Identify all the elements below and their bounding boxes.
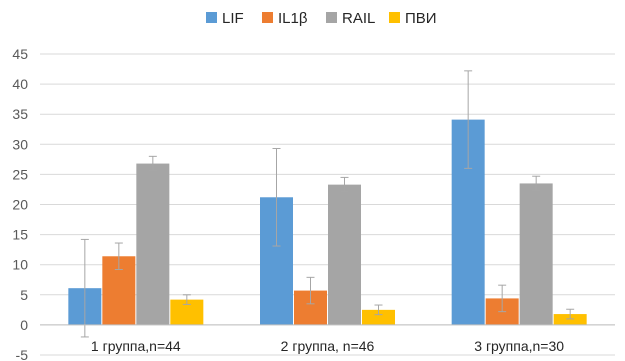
error-bar bbox=[148, 155, 157, 172]
bar-rail-3 bbox=[519, 183, 553, 325]
bars bbox=[68, 119, 587, 325]
legend-swatch bbox=[206, 12, 217, 23]
y-tick-label: 45 bbox=[12, 46, 28, 62]
error-bar bbox=[566, 308, 575, 320]
legend-label: LIF bbox=[222, 10, 244, 27]
x-category-label: 1 группа,n=44 bbox=[91, 338, 181, 354]
y-tick-label: 5 bbox=[20, 287, 28, 303]
bar-rail-1 bbox=[136, 163, 170, 325]
x-axis: 1 группа,n=44 2 группа, n=46 3 группа,n=30 bbox=[40, 324, 615, 354]
error-bar bbox=[272, 148, 281, 247]
error-bar bbox=[532, 175, 541, 192]
legend-swatch bbox=[389, 12, 400, 23]
legend-item: RAIL bbox=[326, 10, 375, 27]
y-tick-label: 15 bbox=[12, 227, 28, 243]
error-bar bbox=[114, 242, 123, 271]
error-bar bbox=[374, 304, 383, 316]
legend: LIF IL1β RAIL ПВИ bbox=[206, 10, 437, 27]
legend-label: RAIL bbox=[342, 10, 375, 27]
y-tick-label: 25 bbox=[12, 166, 28, 182]
y-axis: -5 0 5 10 15 20 25 30 35 40 45 bbox=[12, 46, 28, 361]
bar-rail-2 bbox=[328, 184, 361, 325]
error-bar bbox=[498, 284, 507, 313]
legend-swatch bbox=[262, 12, 273, 23]
legend-item: ПВИ bbox=[389, 10, 437, 27]
error-bar bbox=[182, 294, 191, 305]
error-bars bbox=[80, 70, 575, 338]
bar-пви-2 bbox=[362, 309, 395, 325]
y-tick-label: 40 bbox=[12, 76, 28, 92]
legend-item: IL1β bbox=[262, 10, 308, 27]
legend-item: LIF bbox=[206, 10, 244, 27]
y-tick-label: -5 bbox=[16, 347, 29, 361]
error-bar bbox=[80, 238, 89, 338]
legend-swatch bbox=[326, 12, 337, 23]
y-tick-label: 0 bbox=[20, 317, 28, 333]
x-category-label: 3 группа,n=30 bbox=[474, 338, 564, 354]
y-tick-label: 10 bbox=[12, 257, 28, 273]
y-tick-label: 20 bbox=[12, 197, 28, 213]
y-tick-label: 30 bbox=[12, 136, 28, 152]
error-bar bbox=[464, 70, 473, 169]
legend-label: ПВИ bbox=[405, 10, 437, 27]
bar-пви-3 bbox=[553, 314, 587, 325]
error-bar bbox=[306, 276, 315, 305]
x-category-label: 2 группа, n=46 bbox=[281, 338, 375, 354]
legend-label: IL1β bbox=[278, 10, 308, 27]
error-bar bbox=[340, 176, 349, 193]
y-tick-label: 35 bbox=[12, 106, 28, 122]
